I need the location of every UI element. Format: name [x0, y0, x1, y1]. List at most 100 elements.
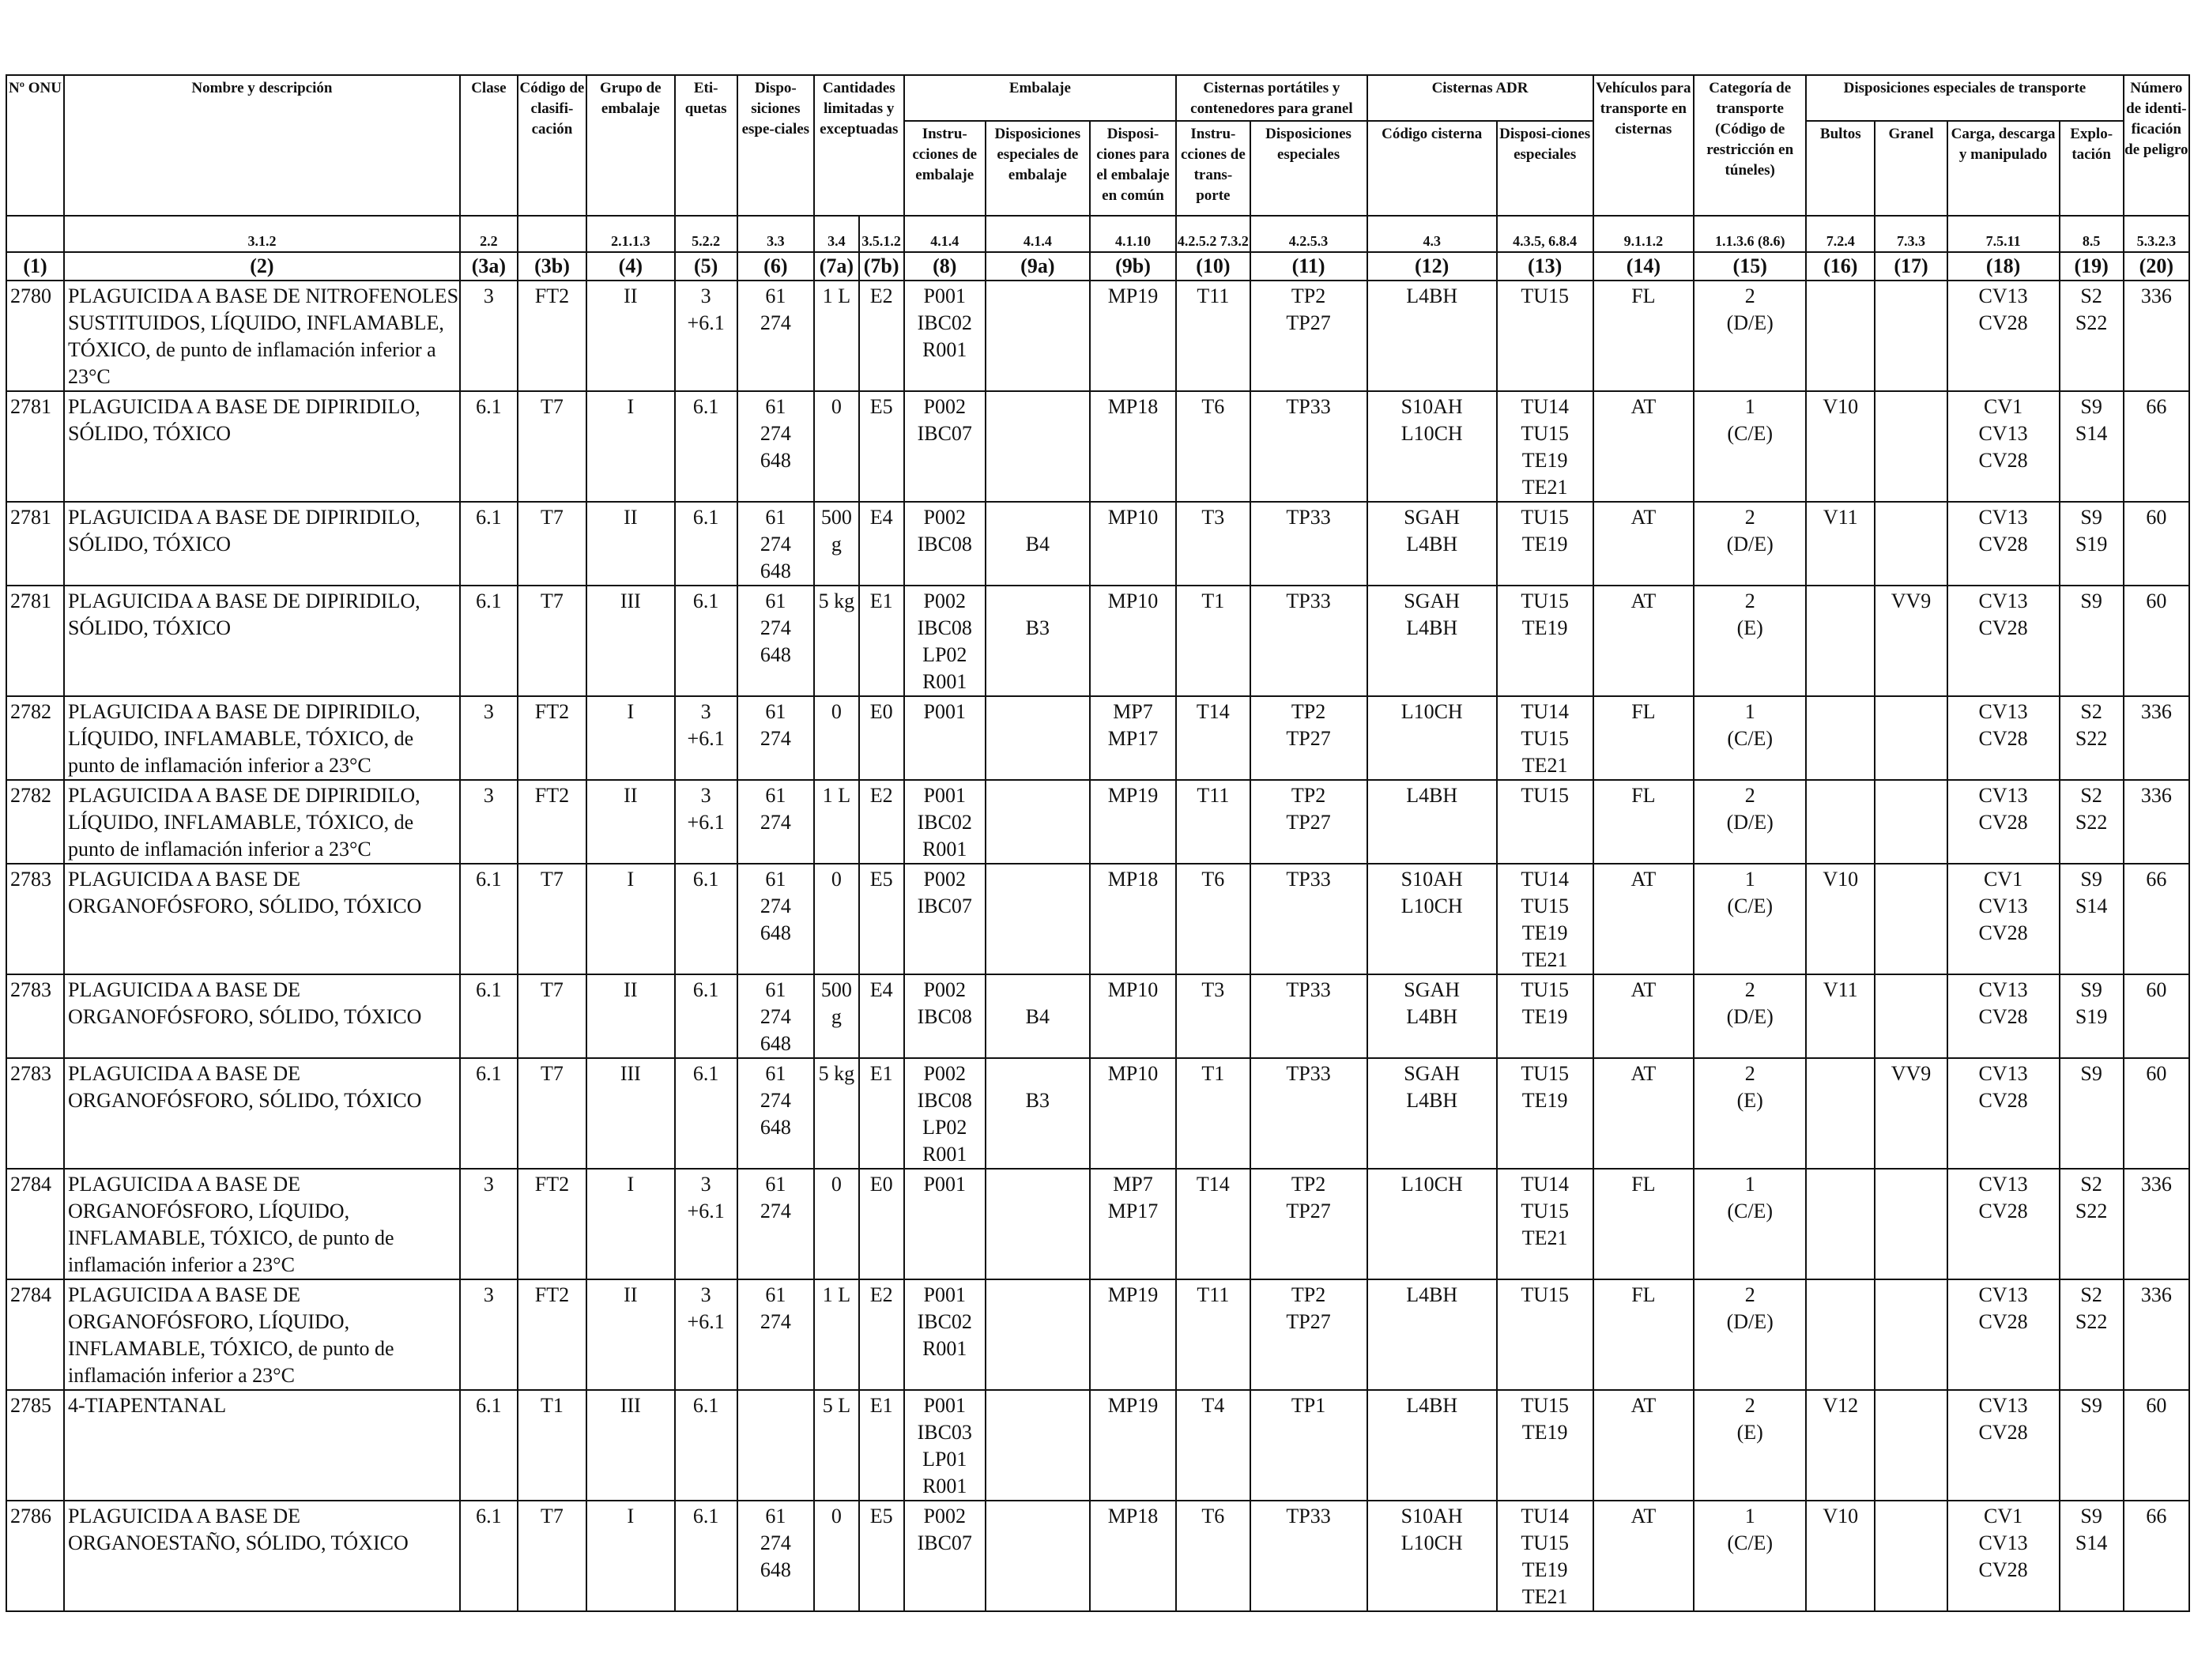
table-cell: V11 — [1805, 501, 1876, 586]
column-number-cell: (17) — [1874, 251, 1948, 281]
table-row: 2784 PLAGUICIDA A BASE DE ORGANOFÓSFORO, … — [6, 1279, 2191, 1391]
table-cell: TU14 TU15 TE19 TE21 — [1495, 390, 1594, 503]
table-cell: 0 — [813, 1168, 860, 1280]
table-cell: MP18 — [1088, 1500, 1178, 1612]
table-cell: VV9 — [1874, 585, 1948, 697]
table-cell: SGAH L4BH — [1366, 585, 1498, 697]
table-cell: P002 IBC07 — [903, 863, 986, 975]
table-cell: AT — [1592, 974, 1695, 1059]
column-number-cell: (8) — [903, 251, 986, 281]
table-cell: 3 +6.1 — [673, 1168, 738, 1280]
un-number-cell: 2784 — [6, 1279, 65, 1391]
table-cell: S10AH L10CH — [1366, 1500, 1498, 1612]
table-cell: TU14 TU15 TE21 — [1495, 695, 1594, 781]
table-cell: 1 (C/E) — [1693, 390, 1808, 503]
table-cell: 336 — [2122, 695, 2191, 781]
table-cell: FT2 — [516, 280, 588, 392]
name-description-cell: PLAGUICIDA A BASE DE DIPIRIDILO, SÓLIDO,… — [63, 390, 461, 503]
reference-cell: 4.3.5, 6.8.4 — [1495, 215, 1594, 253]
header-disp-transporte: Disposiciones especiales de transporte — [1805, 74, 2124, 122]
table-cell: 0 — [813, 863, 860, 975]
table-cell: MP10 — [1088, 1057, 1178, 1170]
table-cell: 61 274 648 — [736, 501, 816, 586]
column-number-cell: (7b) — [858, 251, 905, 281]
table-row: 2780 PLAGUICIDA A BASE DE NITROFENOLES SU… — [6, 280, 2191, 392]
table-cell: TP2 TP27 — [1249, 1168, 1368, 1280]
table-cell: TP33 — [1249, 1057, 1368, 1170]
table-cell: T7 — [516, 1500, 588, 1612]
table-cell: S9 S14 — [2058, 863, 2124, 975]
table-cell: 61 274 — [736, 280, 816, 392]
header-disp-esp-embalaje: Disposiciones especiales de embalaje — [984, 120, 1091, 217]
table-cell: 6.1 — [458, 1389, 518, 1501]
un-number-cell: 2781 — [6, 390, 65, 503]
table-cell: AT — [1592, 390, 1695, 503]
column-number-cell: (14) — [1592, 251, 1695, 281]
un-number-cell: 2785 — [6, 1389, 65, 1501]
un-number-cell: 2781 — [6, 501, 65, 586]
reference-cell: 3.3 — [736, 215, 816, 253]
reference-cell: 1.1.3.6 (8.6) — [1693, 215, 1808, 253]
header-numero-peligro: Número de identi-ficación de peligro — [2122, 74, 2191, 217]
table-cell: AT — [1592, 1057, 1695, 1170]
table-cell: 3 — [458, 280, 518, 392]
table-cell: S9 S14 — [2058, 390, 2124, 503]
table-cell: MP7 MP17 — [1088, 1168, 1178, 1280]
table-cell: P001 IBC02 R001 — [903, 779, 986, 864]
table-cell: E1 — [858, 585, 905, 697]
column-number-cell: (16) — [1805, 251, 1876, 281]
table-cell: S2 S22 — [2058, 1279, 2124, 1391]
table-cell: AT — [1592, 863, 1695, 975]
table-cell: 6.1 — [673, 390, 738, 503]
table-cell: 0 — [813, 390, 860, 503]
table-cell: V12 — [1805, 1389, 1876, 1501]
name-description-cell: PLAGUICIDA A BASE DE NITROFENOLES SUSTIT… — [63, 280, 461, 392]
table-cell: CV13 CV28 — [1946, 1168, 2060, 1280]
un-number-cell: 2782 — [6, 779, 65, 864]
table-cell — [1874, 501, 1948, 586]
table-cell: E5 — [858, 390, 905, 503]
header-un: Nº ONU — [6, 74, 65, 217]
table-cell: P002 IBC07 — [903, 390, 986, 503]
un-number-cell: 2786 — [6, 1500, 65, 1612]
table-cell: T11 — [1175, 280, 1251, 392]
table-cell — [1805, 779, 1876, 864]
table-cell: P001 IBC02 R001 — [903, 1279, 986, 1391]
column-number-cell: (12) — [1366, 251, 1498, 281]
reference-cell: 4.3 — [1366, 215, 1498, 253]
header-disp-embalaje-comun: Disposi-ciones para el embalaje en común — [1088, 120, 1178, 217]
table-cell: 2 (E) — [1693, 1057, 1808, 1170]
header-categoria: Categoría de transporte (Código de restr… — [1693, 74, 1808, 217]
header-clase: Clase — [458, 74, 518, 217]
header-name: Nombre y descripción — [63, 74, 461, 217]
un-number-cell: 2780 — [6, 280, 65, 392]
table-cell — [1805, 585, 1876, 697]
table-cell: FT2 — [516, 695, 588, 781]
column-number-cell: (7a) — [813, 251, 860, 281]
table-cell: P001 IBC02 R001 — [903, 280, 986, 392]
table-cell: TP2 TP27 — [1249, 695, 1368, 781]
table-cell — [1805, 1057, 1876, 1170]
table-cell: III — [586, 1057, 676, 1170]
table-cell: 2 (D/E) — [1693, 779, 1808, 864]
table-cell — [1874, 280, 1948, 392]
table-cell: 3 +6.1 — [673, 779, 738, 864]
table-cell: T7 — [516, 974, 588, 1059]
table-cell: 61 274 648 — [736, 863, 816, 975]
table-cell: 61 274 — [736, 1279, 816, 1391]
table-cell: 2 (D/E) — [1693, 974, 1808, 1059]
table-cell: AT — [1592, 501, 1695, 586]
table-cell — [1874, 1279, 1948, 1391]
table-cell: 6.1 — [458, 1500, 518, 1612]
header-etiquetas: Eti-quetas — [673, 74, 738, 217]
table-cell: T1 — [1175, 585, 1251, 697]
table-cell: P001 IBC03 LP01 R001 — [903, 1389, 986, 1501]
table-cell: 1 (C/E) — [1693, 695, 1808, 781]
table-cell — [1874, 1389, 1948, 1501]
name-description-cell: PLAGUICIDA A BASE DE DIPIRIDILO, LÍQUIDO… — [63, 779, 461, 864]
table-cell: V10 — [1805, 863, 1876, 975]
table-cell: 336 — [2122, 280, 2191, 392]
table-cell: S10AH L10CH — [1366, 390, 1498, 503]
table-cell: S10AH L10CH — [1366, 863, 1498, 975]
table-cell: 0 — [813, 1500, 860, 1612]
